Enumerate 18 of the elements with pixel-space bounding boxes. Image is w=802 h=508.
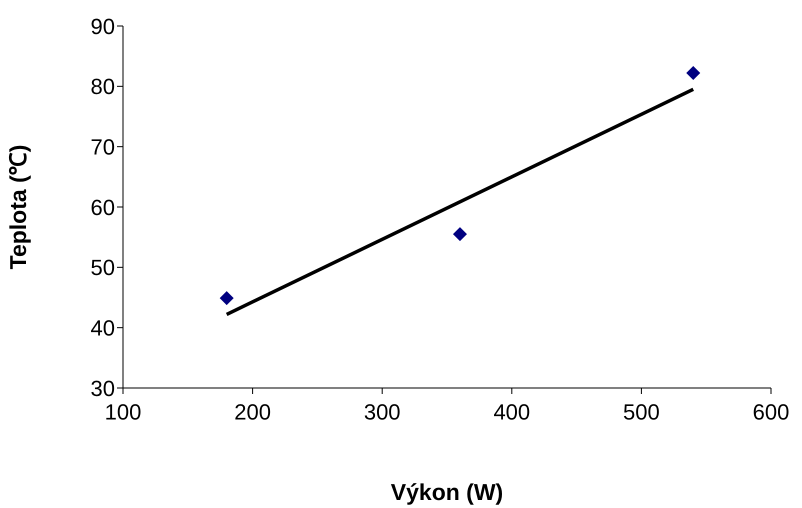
point: [220, 291, 234, 306]
x-tick-label: 400: [493, 400, 530, 425]
x-tick-label: 500: [623, 400, 660, 425]
y-tick-label: 90: [90, 14, 115, 39]
y-tick-label: 60: [90, 194, 115, 220]
y-tick-label: 30: [90, 376, 115, 401]
x-axis-title: Výkon (W): [390, 479, 504, 505]
point: [452, 227, 467, 242]
y-tick-label: 70: [90, 134, 115, 160]
x-tick-label: 100: [104, 400, 142, 425]
x-tick-label: 200: [234, 400, 271, 425]
y-tick-label: 80: [90, 74, 115, 100]
y-tick-label: 40: [90, 315, 115, 340]
point: [686, 66, 700, 80]
x-tick-label: 600: [752, 400, 790, 425]
y-axis-title: Teplota (℃): [5, 144, 32, 270]
y-tick-label: 50: [90, 255, 115, 280]
x-tick-label: 300: [364, 400, 401, 425]
